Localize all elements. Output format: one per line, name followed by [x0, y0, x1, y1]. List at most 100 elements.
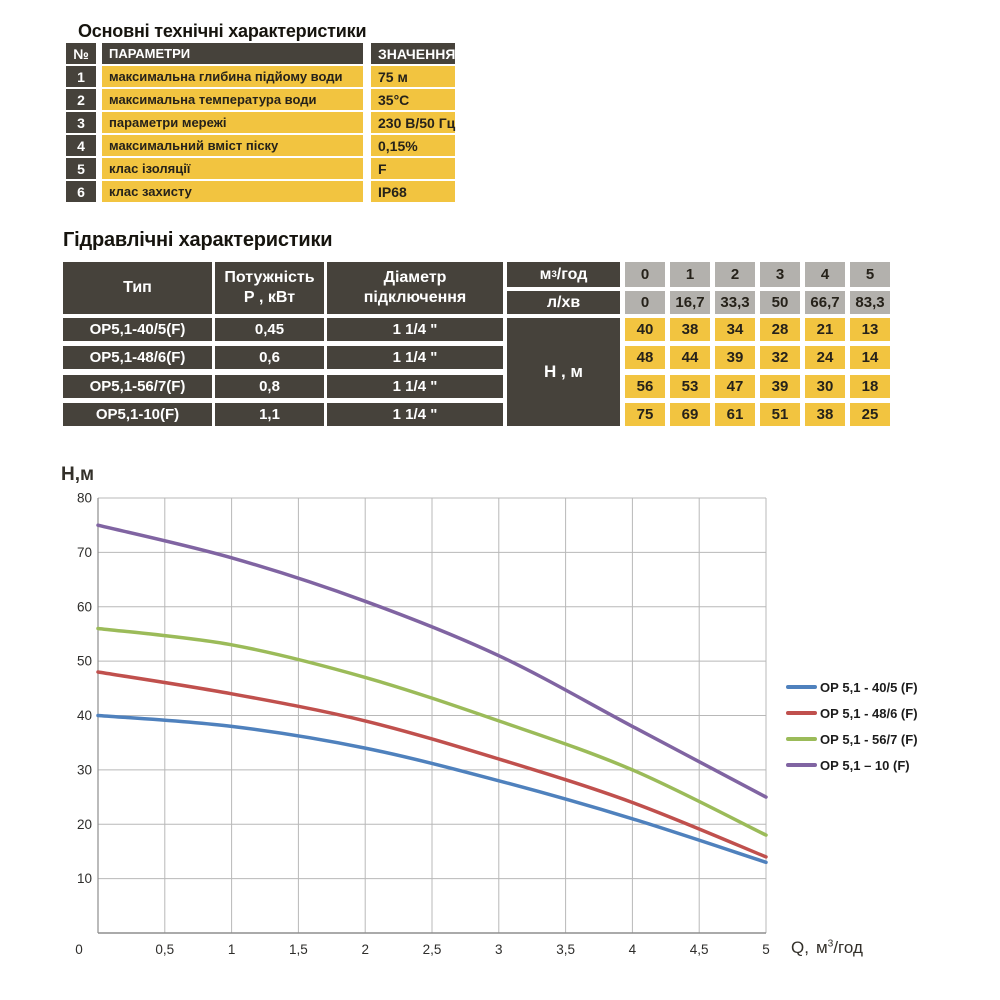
- spec-row: 1 максимальна глибина підйому води 75 м: [66, 66, 455, 87]
- y-axis-label: Н,м: [61, 464, 95, 485]
- pump-head-value: 75: [625, 403, 665, 426]
- spec-value: IP68: [371, 181, 455, 202]
- pump-head-value: 24: [805, 346, 845, 369]
- pump-head-value: 18: [850, 375, 890, 398]
- x-tick-label: 0: [75, 942, 83, 957]
- pump-head-value: 69: [670, 403, 710, 426]
- hydraulic-title: Гідравлічні характеристики: [63, 229, 333, 251]
- pump-power: 0,6: [215, 346, 324, 369]
- col-header-power: Потужність Р , кВт: [215, 262, 324, 314]
- spec-value: 35°С: [371, 89, 455, 110]
- head-unit-cell: Н , м: [507, 318, 620, 426]
- pump-type: ОР5,1-40/5(F): [63, 318, 212, 341]
- pump-head-value: 21: [805, 318, 845, 341]
- power-header-line1: Потужність: [224, 269, 315, 286]
- curve--5-1-10-F-: [96, 523, 768, 799]
- spec-parameter: клас ізоляції: [102, 158, 363, 179]
- col-header-diameter: Діаметр підключення: [327, 262, 503, 314]
- pump-head-value: 61: [715, 403, 755, 426]
- curve--5-1-56-7-F-: [96, 626, 768, 837]
- tech-header-row: № ПАРАМЕТРИ ЗНАЧЕННЯ: [66, 43, 455, 64]
- chart-legend: ОР 5,1 - 40/5 (F) ОР 5,1 - 48/6 (F) ОР 5,1…: [786, 674, 918, 778]
- curve--5-1-48-6-F-: [96, 670, 768, 859]
- x-tick-label: 3: [495, 942, 503, 957]
- x-tick-label: 2: [361, 942, 369, 957]
- legend-item: ОР 5,1 - 48/6 (F): [786, 700, 918, 726]
- pump-diameter: 1 1/4 ": [327, 403, 503, 426]
- flow-unit-m3h-base: м: [539, 265, 552, 283]
- tech-specs-table: № ПАРАМЕТРИ ЗНАЧЕННЯ 1 максимальна глибин…: [66, 43, 455, 203]
- pump-power: 1,1: [215, 403, 324, 426]
- x-tick-label: 4,5: [690, 942, 709, 957]
- spec-row: 6 клас захисту IP68: [66, 181, 455, 202]
- col-header-value: ЗНАЧЕННЯ: [371, 43, 455, 64]
- spec-number: 1: [66, 66, 96, 87]
- x-tick-label: 1: [228, 942, 236, 957]
- pump-head-value: 32: [760, 346, 800, 369]
- x-axis-label-sup: 3: [827, 938, 834, 950]
- x-tick-label: 3,5: [556, 942, 575, 957]
- x-tick-label: 2,5: [423, 942, 442, 957]
- flow-lmin-value: 50: [760, 291, 800, 314]
- col-header-parameters: ПАРАМЕТРИ: [102, 43, 363, 64]
- pump-head-value: 44: [670, 346, 710, 369]
- pump-head-value: 39: [715, 346, 755, 369]
- hydraulic-table: Тип Потужність Р , кВт Діаметр підключен…: [63, 262, 890, 427]
- col-header-type: Тип: [63, 262, 212, 314]
- col-header-number: №: [66, 43, 96, 64]
- pump-power: 0,8: [215, 375, 324, 398]
- tech-specs-title: Основні технічні характеристики: [78, 21, 367, 41]
- power-header-line2: Р , кВт: [243, 289, 296, 306]
- pump-curves-chart: 80 70 60 50 40 30 20 10 0 0,5 1 1,5 2 2,5 3 3,5 4 4,5 5: [75, 491, 770, 958]
- legend-swatch: [786, 685, 817, 689]
- flow-m3h-value: 1: [670, 262, 710, 287]
- x-tick-label: 0,5: [155, 942, 174, 957]
- spec-number: 6: [66, 181, 96, 202]
- legend-item: ОР 5,1 – 10 (F): [786, 752, 918, 778]
- flow-lmin-value: 83,3: [850, 291, 890, 314]
- legend-swatch: [786, 763, 817, 767]
- pump-diameter: 1 1/4 ": [327, 318, 503, 341]
- legend-item: ОР 5,1 - 40/5 (F): [786, 674, 918, 700]
- spec-parameter: клас захисту: [102, 181, 363, 202]
- pump-head-value: 25: [850, 403, 890, 426]
- spec-parameter: максимальна температура води: [102, 89, 363, 110]
- spec-parameter: параметри мережі: [102, 112, 363, 133]
- diameter-header-line2: підключення: [363, 289, 467, 306]
- pump-head-value: 56: [625, 375, 665, 398]
- y-tick-label: 20: [77, 817, 92, 832]
- x-axis-label-q: Q,: [791, 938, 809, 957]
- x-axis-label-unit: м: [815, 938, 828, 957]
- spec-value: 0,15%: [371, 135, 455, 156]
- x-axis-label: Q, м3/год: [791, 938, 863, 958]
- legend-swatch: [786, 737, 817, 741]
- flow-lmin-value: 33,3: [715, 291, 755, 314]
- pump-head-value: 47: [715, 375, 755, 398]
- flow-unit-m3h-sup: 3: [551, 269, 557, 280]
- curve--5-1-40-5-F-: [96, 713, 768, 865]
- pump-type: ОР5,1-48/6(F): [63, 346, 212, 369]
- y-tick-label: 30: [77, 762, 92, 777]
- spec-value: F: [371, 158, 455, 179]
- spec-value: 230 В/50 Гц: [371, 112, 455, 133]
- y-tick-label: 10: [77, 871, 92, 886]
- x-tick-label: 5: [762, 942, 770, 957]
- pump-type: ОР5,1-10(F): [63, 403, 212, 426]
- pump-head-value: 14: [850, 346, 890, 369]
- y-tick-label: 70: [77, 545, 92, 560]
- x-tick-label: 4: [629, 942, 637, 957]
- pump-type: ОР5,1-56/7(F): [63, 375, 212, 398]
- pump-diameter: 1 1/4 ": [327, 346, 503, 369]
- pump-head-value: 53: [670, 375, 710, 398]
- y-tick-label: 50: [77, 654, 92, 669]
- flow-m3h-value: 0: [625, 262, 665, 287]
- flow-lmin-value: 16,7: [670, 291, 710, 314]
- spec-number: 2: [66, 89, 96, 110]
- flow-lmin-value: 66,7: [805, 291, 845, 314]
- flow-unit-m3h: м 3/год: [507, 262, 620, 287]
- x-axis-label-post: /год: [833, 938, 863, 957]
- legend-label: ОР 5,1 - 48/6 (F): [820, 705, 918, 721]
- pump-head-value: 13: [850, 318, 890, 341]
- spec-parameter: максимальний вміст піску: [102, 135, 363, 156]
- y-tick-label: 80: [77, 491, 92, 506]
